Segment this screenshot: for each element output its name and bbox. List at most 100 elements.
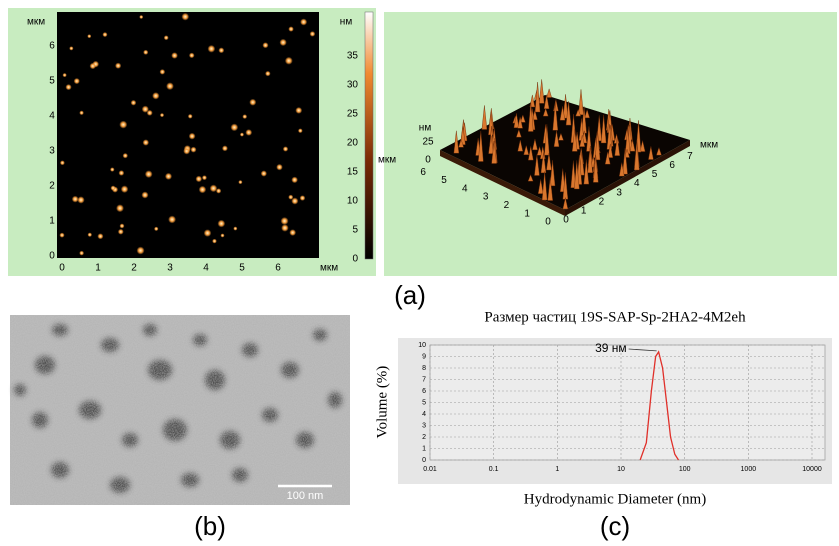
peak: [488, 135, 494, 154]
y-tick-label: 5: [422, 399, 426, 406]
particle: [207, 44, 216, 53]
peak: [528, 146, 534, 161]
particle: [212, 238, 217, 244]
right-tick-label: 3: [616, 187, 622, 198]
y-tick-label: 10: [418, 342, 426, 349]
peak: [575, 108, 581, 117]
chart-title: Размер частиц 19S-SAP-Sp-2HA2-4M2eh: [484, 309, 746, 325]
peak: [516, 129, 522, 138]
particle: [144, 170, 153, 178]
colorbar-tick-label: 15: [347, 167, 359, 178]
peak: [537, 179, 544, 194]
colorbar-tick-label: 5: [352, 225, 358, 236]
x-tick-label: 2: [131, 263, 137, 274]
particle: [242, 114, 248, 120]
peak: [607, 143, 614, 158]
peak: [570, 160, 577, 188]
colorbar-tick-label: 35: [347, 51, 359, 62]
colorbar-unit: нм: [340, 17, 353, 28]
peak: [517, 139, 524, 152]
x-tick-label: 10: [617, 466, 625, 473]
x-tick-label: 3: [167, 263, 173, 274]
y-tick-label: 9: [422, 353, 426, 360]
particle: [245, 129, 253, 136]
particle: [201, 175, 207, 181]
particle: [300, 18, 308, 26]
particle: [198, 185, 207, 194]
y-unit: мкм: [27, 17, 45, 28]
particle: [110, 185, 116, 191]
chart: 0 1 2 3 4 5 6 7 8 9 10 0.01 0.1 1 10 100 1000 10000 39 нм: [418, 341, 825, 473]
y-tick-label: 1: [422, 445, 426, 452]
particle: [309, 31, 316, 37]
peak: [527, 174, 534, 182]
peak: [656, 147, 662, 156]
z-tick-label: 25: [422, 137, 434, 148]
particle: [143, 49, 149, 55]
particle: [284, 56, 293, 65]
left-tick-label: 6: [420, 167, 426, 178]
particle: [233, 226, 238, 231]
y-tick-label: 5: [49, 76, 55, 87]
peak: [546, 153, 552, 171]
peak: [544, 124, 550, 156]
afm-map: [57, 12, 319, 258]
peak: [565, 101, 572, 126]
left-tick-label: 1: [524, 208, 530, 219]
peak: [546, 88, 552, 98]
y-tick-label: 6: [422, 388, 426, 395]
peak: [619, 162, 625, 177]
particle: [288, 194, 294, 200]
particle: [110, 167, 115, 172]
left-unit: мкм: [378, 155, 396, 166]
peak: [453, 130, 460, 154]
right-unit: мкм: [700, 140, 718, 151]
particle: [102, 32, 108, 38]
y-tick-label: 8: [422, 365, 426, 372]
particle: [71, 195, 79, 203]
particle: [282, 146, 289, 152]
particle: [119, 120, 128, 129]
particle: [239, 132, 245, 137]
particle: [238, 180, 243, 185]
y-tick-label: 7: [422, 376, 426, 383]
particle: [289, 229, 297, 236]
particle: [164, 172, 173, 180]
colorbar-tick-label: 25: [347, 109, 359, 120]
x-tick-label: 5: [239, 263, 245, 274]
x-tick-label: 0: [59, 263, 65, 274]
particle: [119, 223, 125, 229]
y-tick-label: 2: [49, 181, 55, 192]
right-tick-label: 7: [687, 151, 693, 162]
particle: [181, 12, 190, 21]
peak: [458, 138, 464, 148]
peak: [562, 197, 569, 210]
particle: [183, 147, 191, 155]
particle: [117, 228, 124, 235]
particle: [291, 176, 298, 184]
y-tick-label: 3: [49, 146, 55, 157]
x-tick-label: 100: [679, 466, 691, 473]
scale-bar-label: 100 nm: [287, 490, 324, 502]
data-line: [639, 350, 680, 461]
particle: [141, 105, 149, 113]
particle: [276, 163, 283, 171]
particle: [62, 72, 67, 78]
particle: [249, 98, 257, 106]
particle: [209, 184, 218, 193]
particle: [188, 132, 196, 140]
particle: [217, 219, 226, 228]
particle: [163, 35, 169, 41]
particle: [152, 92, 160, 100]
peak: [639, 140, 646, 152]
tem-noise: [10, 315, 350, 505]
particle: [187, 113, 193, 119]
annotation: 39 нм: [595, 341, 627, 355]
peak: [532, 138, 538, 151]
peak: [572, 128, 578, 152]
peak: [629, 139, 636, 152]
peak: [574, 160, 580, 190]
right-tick-label: 5: [652, 169, 658, 180]
particle: [79, 110, 84, 116]
left-tick-label: 5: [441, 175, 447, 186]
